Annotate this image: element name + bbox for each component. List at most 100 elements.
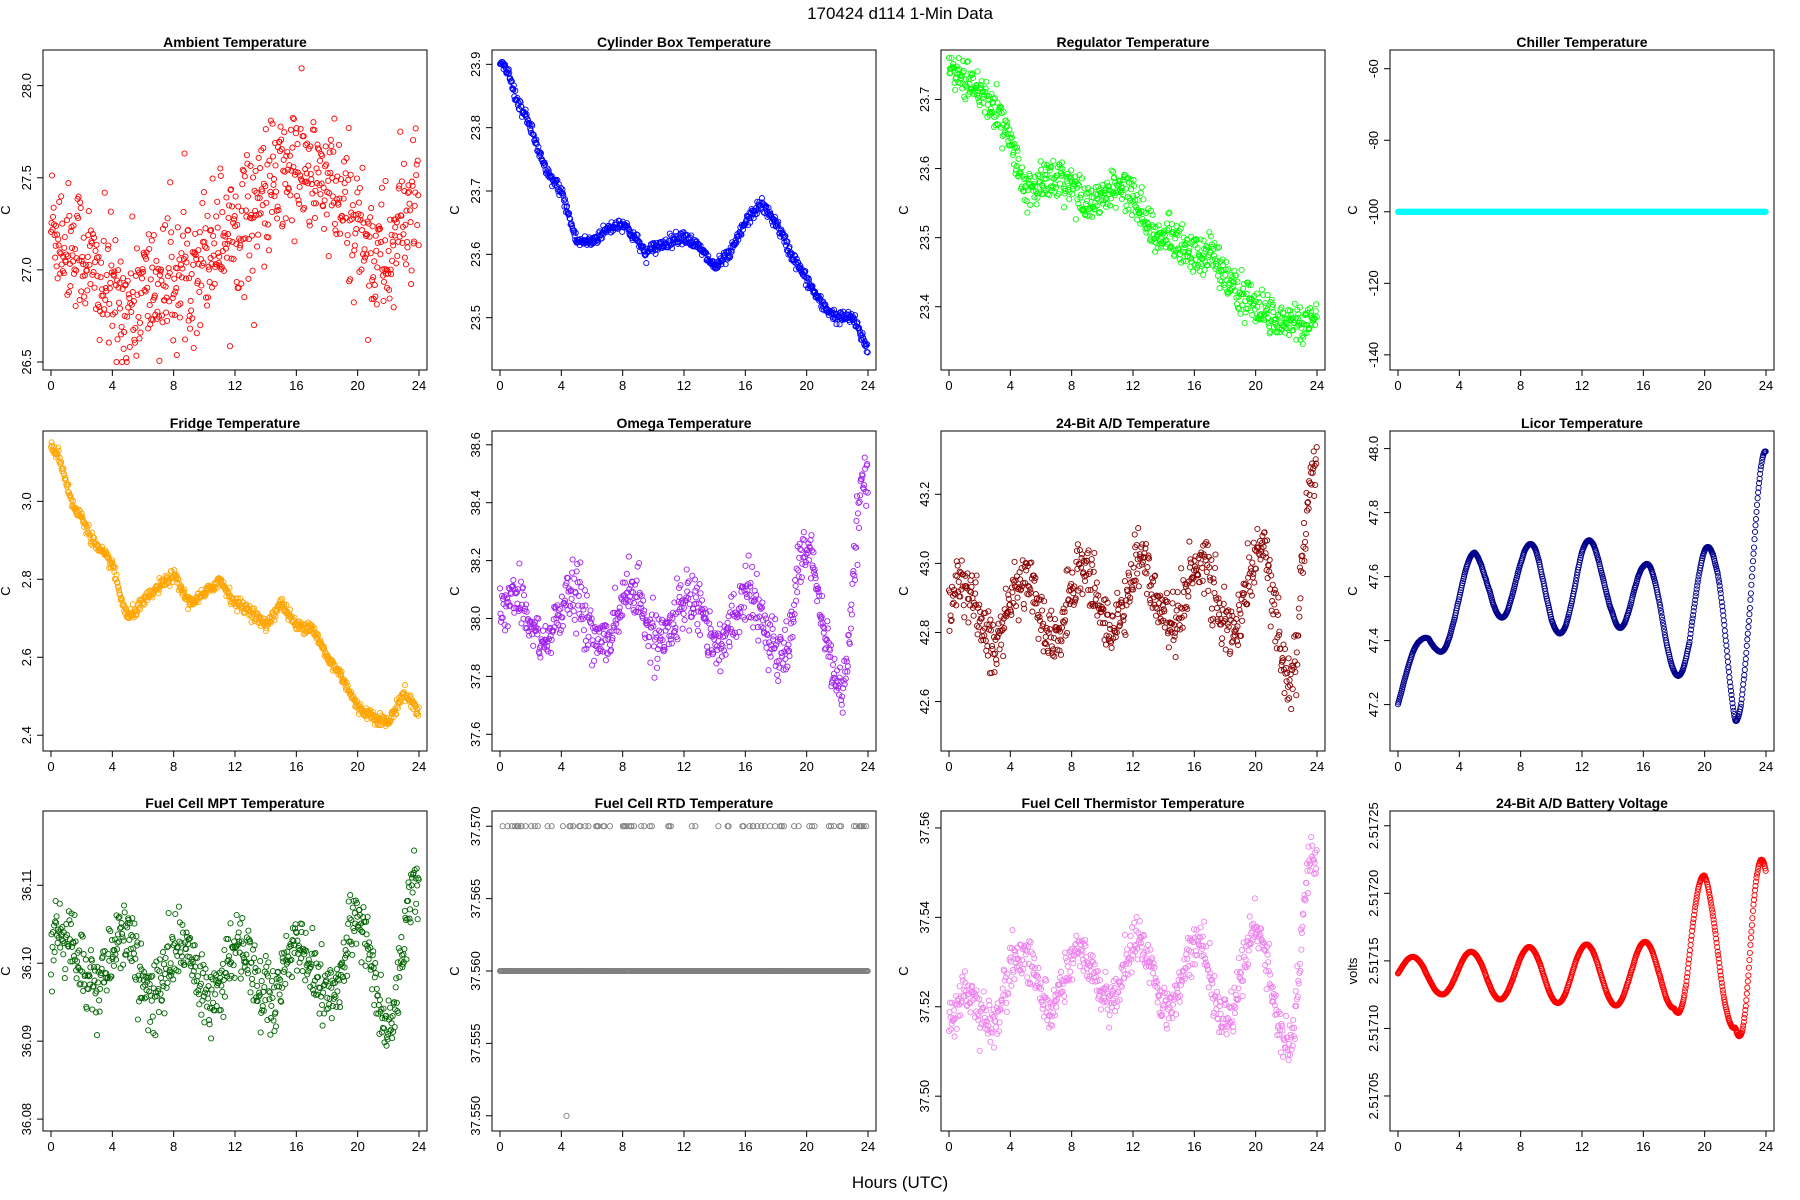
data-point	[1312, 308, 1319, 315]
x-tick-label: 12	[677, 378, 691, 393]
data-point	[385, 247, 392, 255]
data-point	[310, 119, 317, 126]
data-point	[327, 169, 334, 176]
data-point	[329, 193, 336, 200]
y-tick-label: -120	[1366, 270, 1381, 296]
data-point	[127, 270, 134, 277]
y-tick-label: -140	[1366, 342, 1381, 368]
data-point	[960, 602, 967, 609]
data-point	[198, 282, 205, 289]
data-point	[351, 242, 358, 249]
plot-frame	[42, 430, 428, 752]
data-point	[370, 274, 377, 281]
data-point	[395, 185, 402, 192]
data-point	[185, 227, 192, 234]
data-point	[787, 249, 794, 256]
data-point	[210, 232, 217, 239]
data-point	[316, 157, 324, 164]
x-tick-label: 20	[1248, 378, 1262, 393]
data-point	[290, 115, 297, 123]
data-point	[78, 257, 85, 264]
data-point	[236, 244, 243, 251]
panel-title: Omega Temperature	[616, 415, 751, 431]
data-point	[77, 204, 84, 212]
data-point	[501, 621, 508, 628]
x-tick-label: 16	[1636, 378, 1650, 393]
data-point	[960, 67, 967, 75]
panel-ylabel: C	[0, 205, 13, 214]
data-point	[56, 198, 63, 205]
data-point	[1299, 340, 1306, 348]
data-point	[231, 216, 238, 223]
data-point	[322, 163, 329, 170]
data-point	[952, 86, 959, 94]
data-point	[782, 232, 789, 240]
data-point	[75, 193, 82, 200]
data-point	[145, 231, 152, 238]
data-point	[1027, 201, 1034, 209]
data-point	[102, 285, 109, 292]
data-point	[133, 245, 140, 252]
data-point	[393, 219, 400, 226]
data-point	[692, 594, 699, 601]
data-point	[1138, 184, 1145, 191]
data-point	[750, 215, 757, 222]
data-point	[784, 238, 791, 245]
data-point	[255, 231, 262, 238]
data-point	[1186, 538, 1193, 545]
data-point	[169, 294, 176, 302]
data-point	[1029, 608, 1036, 615]
panel-ylabel: C	[896, 205, 911, 214]
data-point	[984, 652, 991, 659]
data-point	[287, 192, 294, 199]
data-point	[75, 215, 82, 222]
panel-ylabel: C	[1345, 205, 1360, 214]
data-point	[619, 228, 626, 235]
data-point	[529, 130, 536, 138]
data-point	[252, 167, 259, 175]
data-point	[84, 253, 91, 260]
data-point	[368, 205, 375, 212]
data-point	[122, 281, 129, 288]
data-point	[211, 280, 218, 287]
data-point	[325, 253, 332, 260]
data-point	[234, 221, 241, 228]
data-point	[786, 653, 793, 660]
data-point	[69, 258, 77, 265]
data-point	[168, 229, 175, 236]
data-point	[1137, 189, 1144, 196]
data-point	[239, 181, 246, 188]
y-tick-label: 27.5	[19, 165, 34, 190]
x-tick-label: 8	[1068, 378, 1075, 393]
data-point	[247, 162, 254, 169]
data-point	[692, 587, 699, 594]
data-point	[759, 599, 766, 606]
data-point	[216, 253, 223, 260]
data-point	[676, 593, 683, 600]
data-point	[715, 263, 722, 270]
y-tick-label: 28.0	[19, 73, 34, 98]
data-point	[252, 207, 259, 214]
panel-title: Fridge Temperature	[170, 415, 301, 431]
data-point	[312, 187, 319, 194]
data-point	[98, 292, 105, 299]
data-point	[696, 631, 704, 638]
data-point	[822, 301, 829, 308]
data-point	[107, 208, 114, 215]
data-point	[517, 99, 524, 106]
data-point	[61, 233, 68, 241]
data-point	[342, 170, 349, 177]
data-point	[1114, 589, 1121, 596]
data-point	[1112, 204, 1119, 211]
data-point	[294, 141, 301, 148]
data-point	[1189, 268, 1197, 275]
data-point	[1064, 566, 1071, 573]
data-point	[64, 253, 71, 260]
y-tick-label: -80	[1366, 131, 1381, 150]
data-point	[190, 261, 197, 268]
data-point	[778, 226, 785, 233]
data-point	[516, 560, 523, 567]
data-point	[90, 234, 98, 241]
data-point	[229, 203, 236, 210]
data-point	[1088, 556, 1095, 563]
